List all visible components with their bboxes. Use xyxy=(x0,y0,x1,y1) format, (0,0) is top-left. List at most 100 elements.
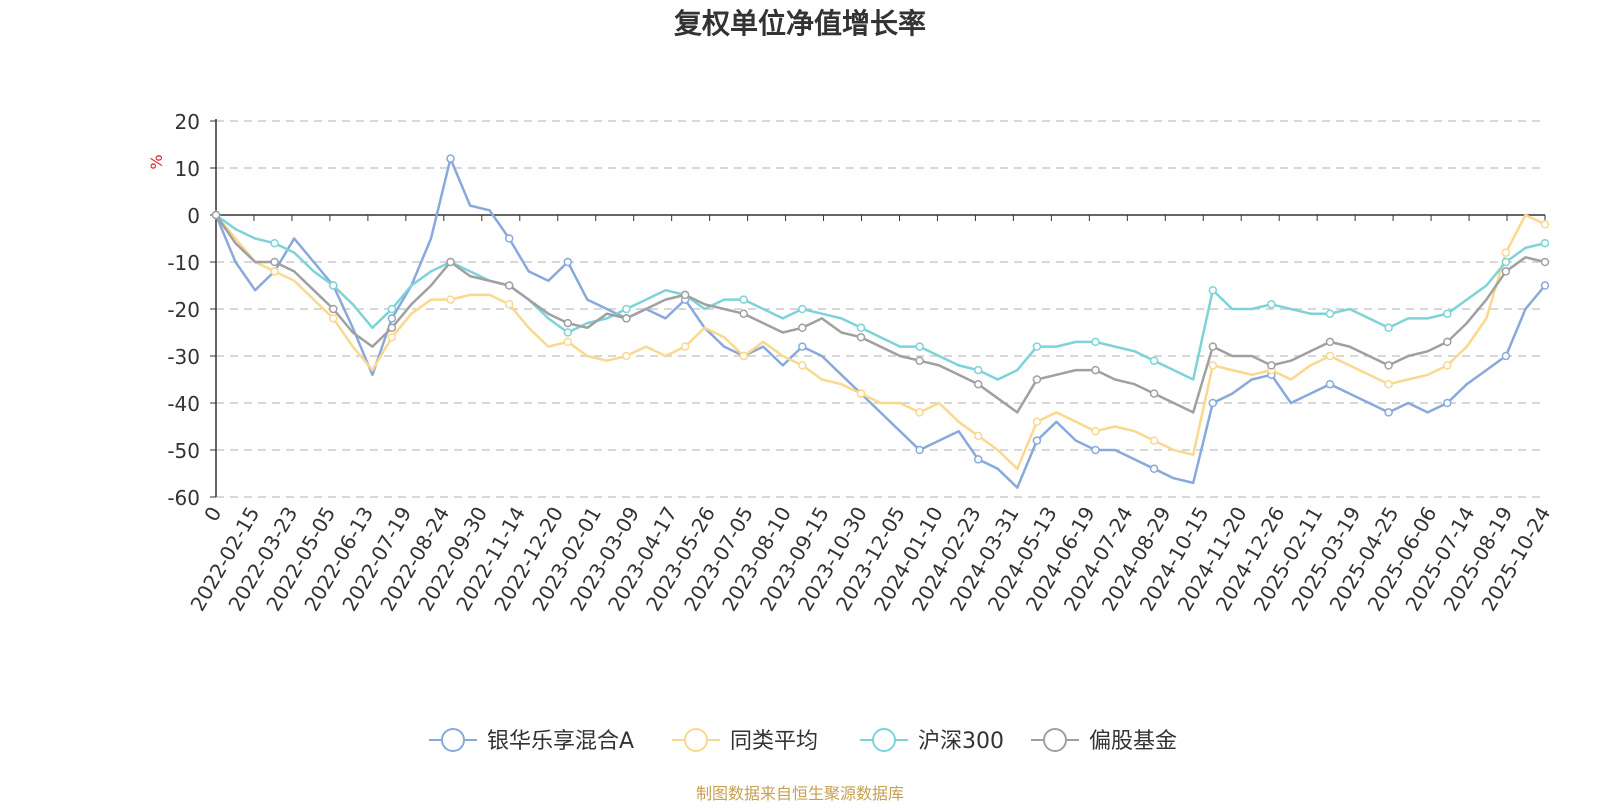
series-line-1 xyxy=(215,213,1546,471)
source-note: 制图数据来自恒生聚源数据库 xyxy=(695,784,904,803)
legend-label: 偏股基金 xyxy=(1089,729,1177,754)
y-tick-label: -10 xyxy=(167,251,200,275)
data-point xyxy=(1501,267,1511,276)
y-tick-label: -20 xyxy=(167,298,200,322)
data-point xyxy=(270,267,279,276)
data-point xyxy=(1501,257,1511,267)
data-point xyxy=(1443,398,1452,408)
data-point xyxy=(446,154,455,163)
y-tick-label: 20 xyxy=(175,110,200,134)
data-point xyxy=(1208,361,1218,370)
data-point xyxy=(387,314,397,323)
data-point xyxy=(915,356,924,365)
data-point xyxy=(563,257,573,267)
data-point xyxy=(622,304,631,314)
data-point xyxy=(1325,351,1335,361)
legend-marker xyxy=(872,728,896,752)
data-point xyxy=(1540,257,1550,267)
legend-label: 同类平均 xyxy=(730,729,818,754)
data-point xyxy=(1501,351,1511,361)
data-point xyxy=(1149,436,1159,445)
data-point xyxy=(1267,361,1276,370)
data-point xyxy=(1384,361,1393,370)
data-point xyxy=(973,455,983,464)
data-point xyxy=(1443,337,1452,347)
data-point xyxy=(798,304,807,314)
data-point xyxy=(1267,300,1276,309)
data-point xyxy=(329,314,338,323)
data-point xyxy=(1325,309,1335,318)
series-layer xyxy=(211,154,1550,489)
data-point xyxy=(1149,389,1159,398)
data-point xyxy=(915,342,924,351)
data-point xyxy=(1149,356,1159,365)
data-point xyxy=(387,332,397,342)
data-point xyxy=(798,361,807,370)
data-point xyxy=(1501,248,1511,257)
y-tick-label: -60 xyxy=(167,486,200,510)
data-point xyxy=(1032,436,1042,445)
data-point xyxy=(915,408,924,417)
data-point xyxy=(1325,337,1335,347)
data-point xyxy=(1091,365,1100,375)
data-point xyxy=(1540,220,1550,229)
data-point xyxy=(1091,445,1100,455)
data-point xyxy=(856,332,866,342)
data-point xyxy=(973,379,983,389)
data-point xyxy=(680,290,690,300)
data-point xyxy=(973,431,983,441)
legend-marker xyxy=(1043,728,1067,752)
data-point xyxy=(739,295,748,304)
data-point xyxy=(856,389,866,398)
data-point xyxy=(915,445,924,455)
data-point xyxy=(739,351,748,361)
data-point xyxy=(270,238,279,248)
data-point xyxy=(856,323,866,333)
line-chart: 20100-10-20-30-40-50-6002022-02-152022-0… xyxy=(147,110,1555,754)
data-point xyxy=(1384,379,1393,389)
data-point xyxy=(1325,379,1335,389)
y-tick-label: 0 xyxy=(187,204,200,228)
y-tick-label: 10 xyxy=(175,157,200,181)
data-point xyxy=(563,328,573,337)
series-line-3 xyxy=(214,214,1546,414)
data-point xyxy=(504,281,514,290)
series-line-2 xyxy=(215,213,1546,381)
data-point xyxy=(1443,361,1452,370)
data-point xyxy=(1540,281,1550,290)
data-point xyxy=(1091,426,1100,436)
data-point xyxy=(622,314,631,323)
legend: 银华乐享混合A 同类平均 沪深300 偏股基金 xyxy=(429,728,1177,754)
data-point xyxy=(1384,323,1393,333)
legend-marker xyxy=(684,728,708,752)
data-point xyxy=(446,295,455,304)
y-tick-label: -30 xyxy=(167,345,200,369)
legend-marker xyxy=(441,728,465,752)
y-axis-label: % xyxy=(147,154,166,169)
legend-label: 沪深300 xyxy=(918,729,1004,754)
data-point xyxy=(563,337,573,347)
y-tick-label: -50 xyxy=(167,439,200,463)
data-point xyxy=(1091,337,1100,347)
data-point xyxy=(211,210,221,220)
data-point xyxy=(680,342,690,351)
data-point xyxy=(446,257,455,267)
data-point xyxy=(504,234,514,243)
data-point xyxy=(1149,464,1159,474)
series-line-0 xyxy=(214,157,1546,489)
data-point xyxy=(1540,238,1550,248)
data-point xyxy=(1208,342,1218,351)
data-point xyxy=(329,304,338,314)
data-point xyxy=(563,318,573,328)
data-point xyxy=(798,323,807,333)
data-point xyxy=(270,257,279,267)
data-point xyxy=(1443,309,1452,318)
data-point xyxy=(739,309,748,318)
data-point xyxy=(1032,375,1042,384)
y-tick-label: -40 xyxy=(167,392,200,416)
legend-label: 银华乐享混合A xyxy=(487,729,634,754)
data-point xyxy=(1384,408,1393,417)
data-point xyxy=(798,342,807,351)
data-point xyxy=(329,281,338,290)
data-point xyxy=(387,304,397,314)
